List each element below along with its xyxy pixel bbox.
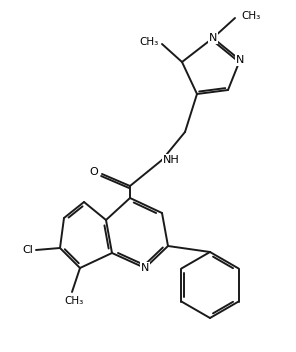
Text: CH₃: CH₃: [64, 296, 84, 306]
Text: CH₃: CH₃: [241, 11, 260, 21]
Text: Cl: Cl: [22, 245, 33, 255]
Text: N: N: [141, 263, 149, 273]
Text: N: N: [236, 55, 244, 65]
Text: CH₃: CH₃: [140, 37, 159, 47]
Text: NH: NH: [163, 155, 180, 165]
Text: N: N: [209, 33, 217, 43]
Text: O: O: [89, 167, 98, 177]
